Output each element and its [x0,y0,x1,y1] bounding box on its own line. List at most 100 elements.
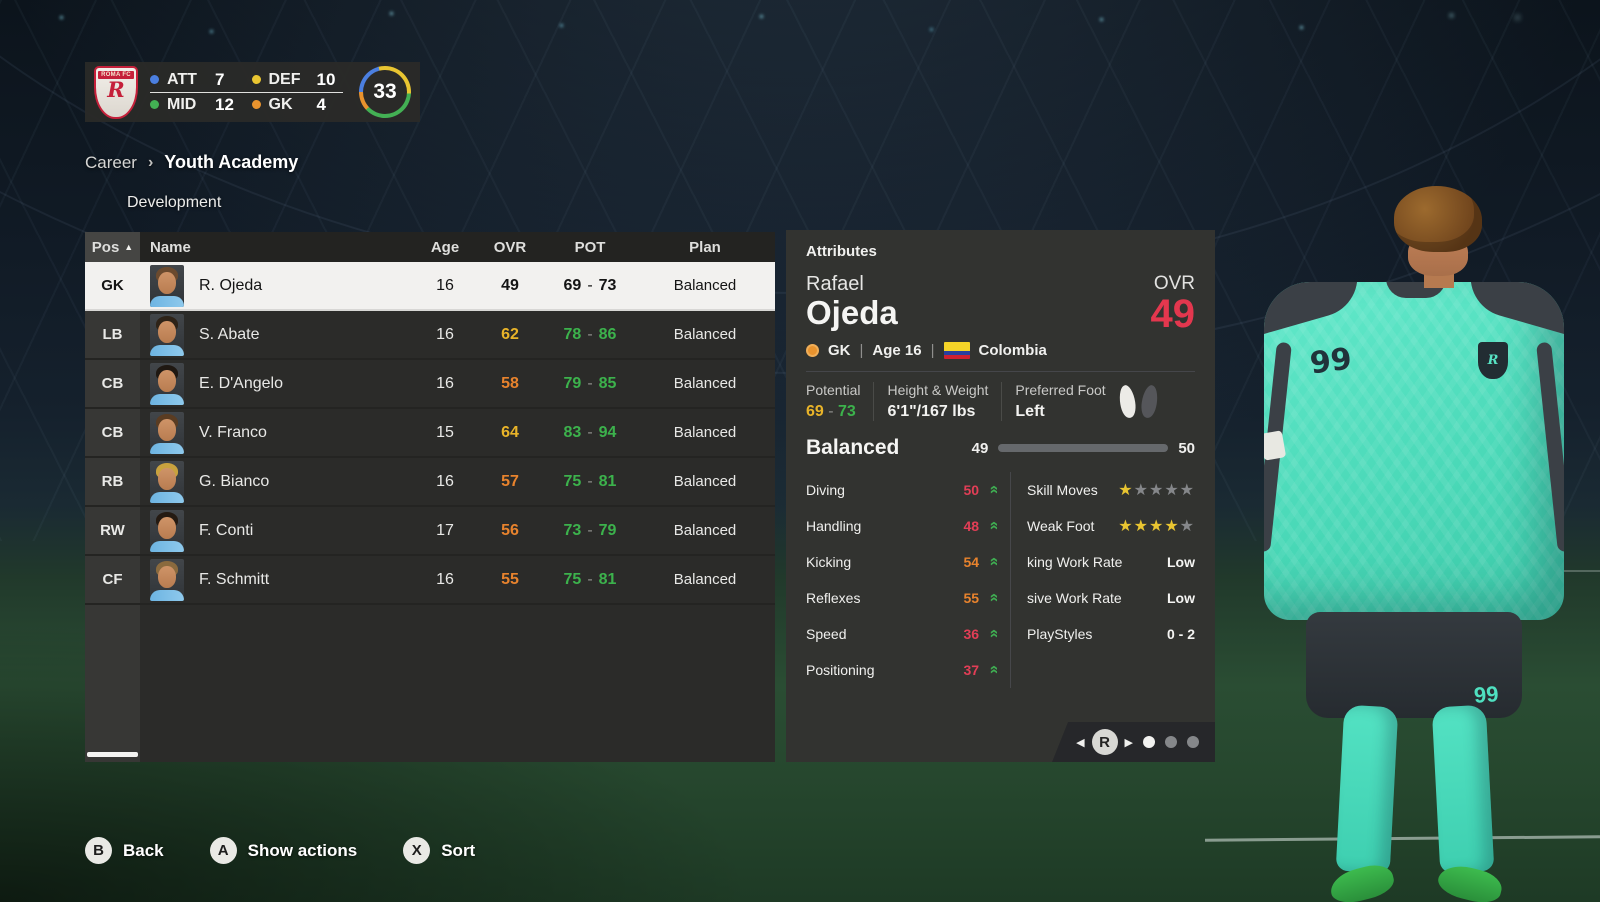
b-button-icon[interactable]: B [85,837,112,864]
potential-value: 69 - 73 [806,403,860,421]
squad-count-def: DEF 10 [251,69,348,90]
ovr-value: 49 [1150,292,1196,336]
breadcrumb-career[interactable]: Career [85,152,137,172]
attribute-row: Reflexes 55 » [806,580,1002,616]
name-cell: V. Franco [140,411,415,454]
controller-hint-bar: B Back A Show actions X Sort [85,837,475,864]
attribute-value: 37 [963,662,980,678]
column-header-pot[interactable]: POT [574,238,606,256]
player-age: Age 16 [872,342,922,359]
position-cell: GK [101,277,124,294]
total-players-ring: 33 [359,66,411,118]
star-rating: ★★★★★ [1118,516,1195,536]
player-sock [1335,704,1399,874]
player-boot [1327,860,1397,902]
youth-roster-table: Pos ▲ Name Age OVR POT Plan GK R. Ojeda … [85,232,775,762]
column-header-pos[interactable]: Pos ▲ [85,232,140,262]
show-actions-action[interactable]: A Show actions [209,837,357,864]
stat-value: 10 [316,69,336,89]
pager-left-icon[interactable]: ◀ [1076,736,1085,749]
avatar-face [158,418,176,441]
league-patch [1264,430,1287,461]
overall-rating: OVR 49 [1150,273,1196,336]
table-row[interactable]: CB V. Franco 15 64 83-94 Balanced [85,409,775,458]
pager-right-icon[interactable]: ▶ [1124,736,1133,749]
growth-up-icon: » [985,486,1003,494]
position-cell: CB [101,424,124,441]
attribute-value: 50 [963,482,980,498]
right-stick-button-icon[interactable]: R [1091,729,1118,755]
table-row-selected[interactable]: GK R. Ojeda 16 49 69-73 Balanced [85,262,775,311]
pager-dot-active[interactable] [1143,736,1155,748]
x-button-icon[interactable]: X [403,837,431,864]
filled-stars: ★ [1118,482,1134,499]
flag-stripe [943,350,970,355]
pot-high: 94 [598,423,617,441]
horizontal-scrollbar[interactable] [87,752,138,757]
pot-cell: 79-85 [545,375,635,393]
attribute-label: Speed [806,626,847,642]
name-cell: G. Bianco [140,460,415,503]
pot-dash: - [587,423,593,441]
ovr-label: OVR [1153,273,1195,294]
growth-plan-label: Balanced [806,436,900,459]
pager-dot[interactable] [1187,736,1199,748]
attacking-work-rate-row: king Work Rate Low [1027,544,1195,580]
column-header-name[interactable]: Name [150,238,191,256]
pot-dash: - [587,276,593,294]
ovr-cell: 64 [501,423,519,441]
player-avatar [150,460,184,503]
stadium-lights [0,6,3,9]
colombia-flag-icon [943,342,970,359]
attribute-row: Speed 36 » [806,616,1002,652]
table-row[interactable]: RW F. Conti 17 56 73-79 Balanced [85,507,775,556]
ovr-cell: 56 [501,521,519,539]
pot-cell: 75-81 [545,571,635,589]
stat-label: GK [268,95,293,113]
empty-stars: ★★★★ [1133,482,1195,499]
player-sock [1431,704,1495,874]
pot-low: 83 [563,423,582,441]
player-shorts: 99 [1306,612,1522,718]
divider [806,371,1195,372]
back-action[interactable]: B Back [85,837,164,864]
filled-stars: ★★★★ [1118,518,1180,535]
table-row[interactable]: RB G. Bianco 16 57 75-81 Balanced [85,458,775,507]
attribute-row: Handling 48 » [806,508,1002,544]
pot-dash: - [587,521,593,539]
table-row[interactable]: CF F. Schmitt 16 55 75-81 Balanced [85,556,775,605]
player-avatar [150,362,184,405]
pager-dot[interactable] [1165,736,1177,748]
avatar-shirt [150,295,184,307]
name-cell: S. Abate [140,313,415,356]
player-avatar [150,411,184,454]
pot-high: 79 [598,521,617,539]
tab-development[interactable]: Development [127,194,222,211]
def-dot-icon [251,75,261,84]
plan-cell: Balanced [673,375,737,392]
attribute-label: Diving [806,482,845,498]
panel-pager: ◀ R ▶ [1052,722,1215,762]
skill-moves-row: Skill Moves ★★★★★ [1027,472,1195,508]
column-header-ovr[interactable]: OVR [493,238,527,256]
player-position: GK [828,342,851,359]
sort-action[interactable]: X Sort [403,837,475,864]
pot-dash: - [587,570,593,588]
column-header-age[interactable]: Age [430,238,460,256]
sort-label: Sort [441,840,476,860]
age-cell: 16 [436,472,454,490]
potential-high: 73 [838,403,856,420]
avatar-shirt [150,589,184,601]
club-monogram: R [107,76,125,102]
player-info-row: Potential 69 - 73 Height & Weight 6'1"/1… [806,382,1195,421]
table-row[interactable]: CB E. D'Angelo 16 58 79-85 Balanced [85,360,775,409]
player-meta: GK | Age 16 | Colombia [806,342,1195,359]
name-cell: F. Conti [140,509,415,552]
table-row[interactable]: LB S. Abate 16 62 78-86 Balanced [85,311,775,360]
avatar-shirt [150,540,184,552]
left-foot-icon [1117,384,1138,419]
flag-stripe [943,354,970,359]
player-avatar [150,313,184,356]
column-header-plan[interactable]: Plan [689,238,721,256]
a-button-icon[interactable]: A [209,837,237,864]
